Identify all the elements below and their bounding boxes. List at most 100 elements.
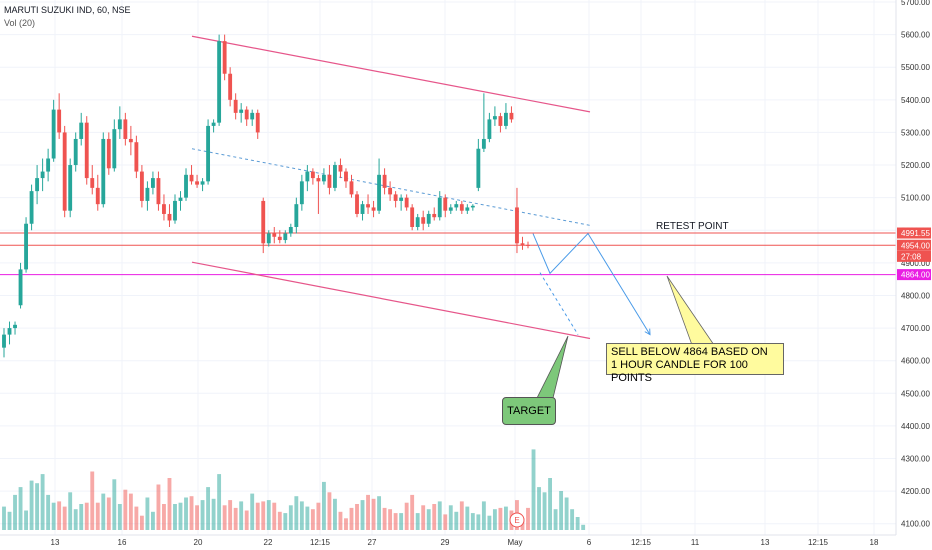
candle-body bbox=[117, 119, 122, 130]
volume-bar bbox=[476, 514, 481, 530]
candle-body bbox=[57, 109, 62, 133]
candle-body bbox=[84, 122, 89, 179]
mid-channel-line bbox=[191, 148, 591, 226]
x-tick-label: 11 bbox=[691, 538, 700, 547]
volume-bar bbox=[487, 515, 492, 530]
volume-bar bbox=[316, 502, 321, 530]
volume-bar bbox=[244, 510, 249, 530]
price-tag: 4864.00 bbox=[897, 269, 931, 281]
sell-callout-pointer bbox=[666, 275, 715, 346]
candle-body bbox=[310, 171, 315, 179]
candle-body bbox=[106, 138, 111, 169]
candle-body bbox=[101, 138, 106, 205]
volume-bar bbox=[35, 483, 40, 530]
candle-body bbox=[200, 181, 205, 185]
candle-body bbox=[344, 171, 348, 182]
volume-bar bbox=[18, 487, 23, 530]
x-tick-label: 6 bbox=[587, 538, 592, 547]
volume-bar bbox=[7, 511, 12, 530]
volume-bar bbox=[200, 500, 205, 530]
volume-bar bbox=[437, 501, 442, 530]
volume-bar bbox=[360, 500, 365, 530]
candle-body bbox=[112, 129, 117, 169]
price-tag: 27:08 bbox=[897, 250, 931, 262]
projection-lines bbox=[532, 232, 651, 336]
volume-bar bbox=[559, 491, 564, 530]
candle-body bbox=[150, 178, 155, 188]
y-tick-label: 4400.00 bbox=[901, 422, 930, 431]
volume-bar bbox=[222, 505, 227, 530]
candle-body bbox=[504, 112, 508, 126]
target-callout-label: TARGET bbox=[507, 405, 551, 417]
volume-bar bbox=[173, 504, 177, 530]
volume-bar bbox=[321, 481, 326, 530]
candle-body bbox=[233, 99, 238, 113]
x-tick-label: 22 bbox=[264, 538, 273, 547]
volume-bar bbox=[454, 511, 459, 530]
y-tick-label: 4600.00 bbox=[901, 357, 930, 366]
volume-bar bbox=[382, 507, 387, 530]
volume-bar bbox=[415, 513, 420, 530]
candle-body bbox=[366, 204, 370, 208]
volume-bar bbox=[426, 509, 431, 530]
candle-body bbox=[173, 200, 177, 221]
candle-body bbox=[90, 178, 95, 188]
candle-body bbox=[459, 204, 464, 211]
volume-bar bbox=[84, 502, 89, 530]
volume-bar bbox=[531, 449, 536, 530]
candle-body bbox=[487, 119, 492, 139]
volume-bar bbox=[29, 480, 34, 530]
volume-bar bbox=[570, 509, 575, 530]
trend-lines bbox=[191, 35, 591, 340]
volume-bar bbox=[349, 507, 354, 530]
candle-body bbox=[327, 174, 332, 188]
x-tick-label: 27 bbox=[368, 538, 377, 547]
candle-body bbox=[244, 109, 249, 120]
volume-bar bbox=[443, 514, 448, 530]
candle-body bbox=[2, 334, 6, 348]
x-tick-label: 29 bbox=[441, 538, 450, 547]
candle-body bbox=[206, 125, 211, 182]
volume-bar bbox=[277, 511, 282, 530]
y-tick-label: 4200.00 bbox=[901, 487, 930, 496]
volume-bar bbox=[388, 509, 393, 530]
earnings-marker-icon[interactable] bbox=[509, 512, 525, 528]
candle-body bbox=[338, 165, 343, 172]
volume-bar bbox=[206, 487, 211, 530]
volume-bar bbox=[178, 502, 183, 530]
candle-body bbox=[404, 197, 409, 208]
volume-bar bbox=[377, 496, 382, 530]
y-tick-label: 4100.00 bbox=[901, 520, 930, 529]
volume-bar bbox=[13, 494, 17, 530]
x-axis-ticks: 13 16 20 22 12:15 27 29 May 6 12:15 11 13 12:15 18 bbox=[51, 538, 879, 547]
volume-bar bbox=[333, 498, 337, 530]
candle-body bbox=[443, 197, 448, 211]
volume-bar bbox=[272, 502, 277, 530]
candle-body bbox=[261, 200, 266, 244]
volume-bar bbox=[288, 505, 293, 530]
volume-bar bbox=[195, 505, 199, 530]
candle-body bbox=[437, 197, 442, 218]
candle-body bbox=[333, 165, 337, 188]
volume-bar bbox=[299, 501, 304, 530]
price-tag-label: 4991.55 bbox=[901, 229, 930, 238]
volume-bar bbox=[68, 492, 73, 530]
candle-body bbox=[24, 223, 28, 270]
candle-body bbox=[95, 187, 100, 205]
volume-bar bbox=[459, 501, 464, 530]
candle-body bbox=[272, 233, 277, 237]
candle-body bbox=[51, 109, 56, 159]
volume-bar bbox=[553, 509, 558, 530]
sell-callout-line1: SELL BELOW 4864 BASED ON bbox=[611, 346, 768, 358]
candle-body bbox=[388, 187, 393, 195]
volume-bar bbox=[581, 524, 586, 530]
volume-bar bbox=[338, 511, 343, 530]
y-tick-label: 5600.00 bbox=[901, 31, 930, 40]
candle-body bbox=[321, 174, 326, 182]
y-axis-ticks: 5700.00 5600.00 5500.00 5400.00 5300.00 5200.… bbox=[901, 0, 930, 529]
x-tick-label: May bbox=[507, 538, 522, 547]
volume-bar bbox=[255, 502, 260, 530]
y-tick-label: 4500.00 bbox=[901, 389, 930, 398]
candle-body bbox=[454, 204, 459, 208]
